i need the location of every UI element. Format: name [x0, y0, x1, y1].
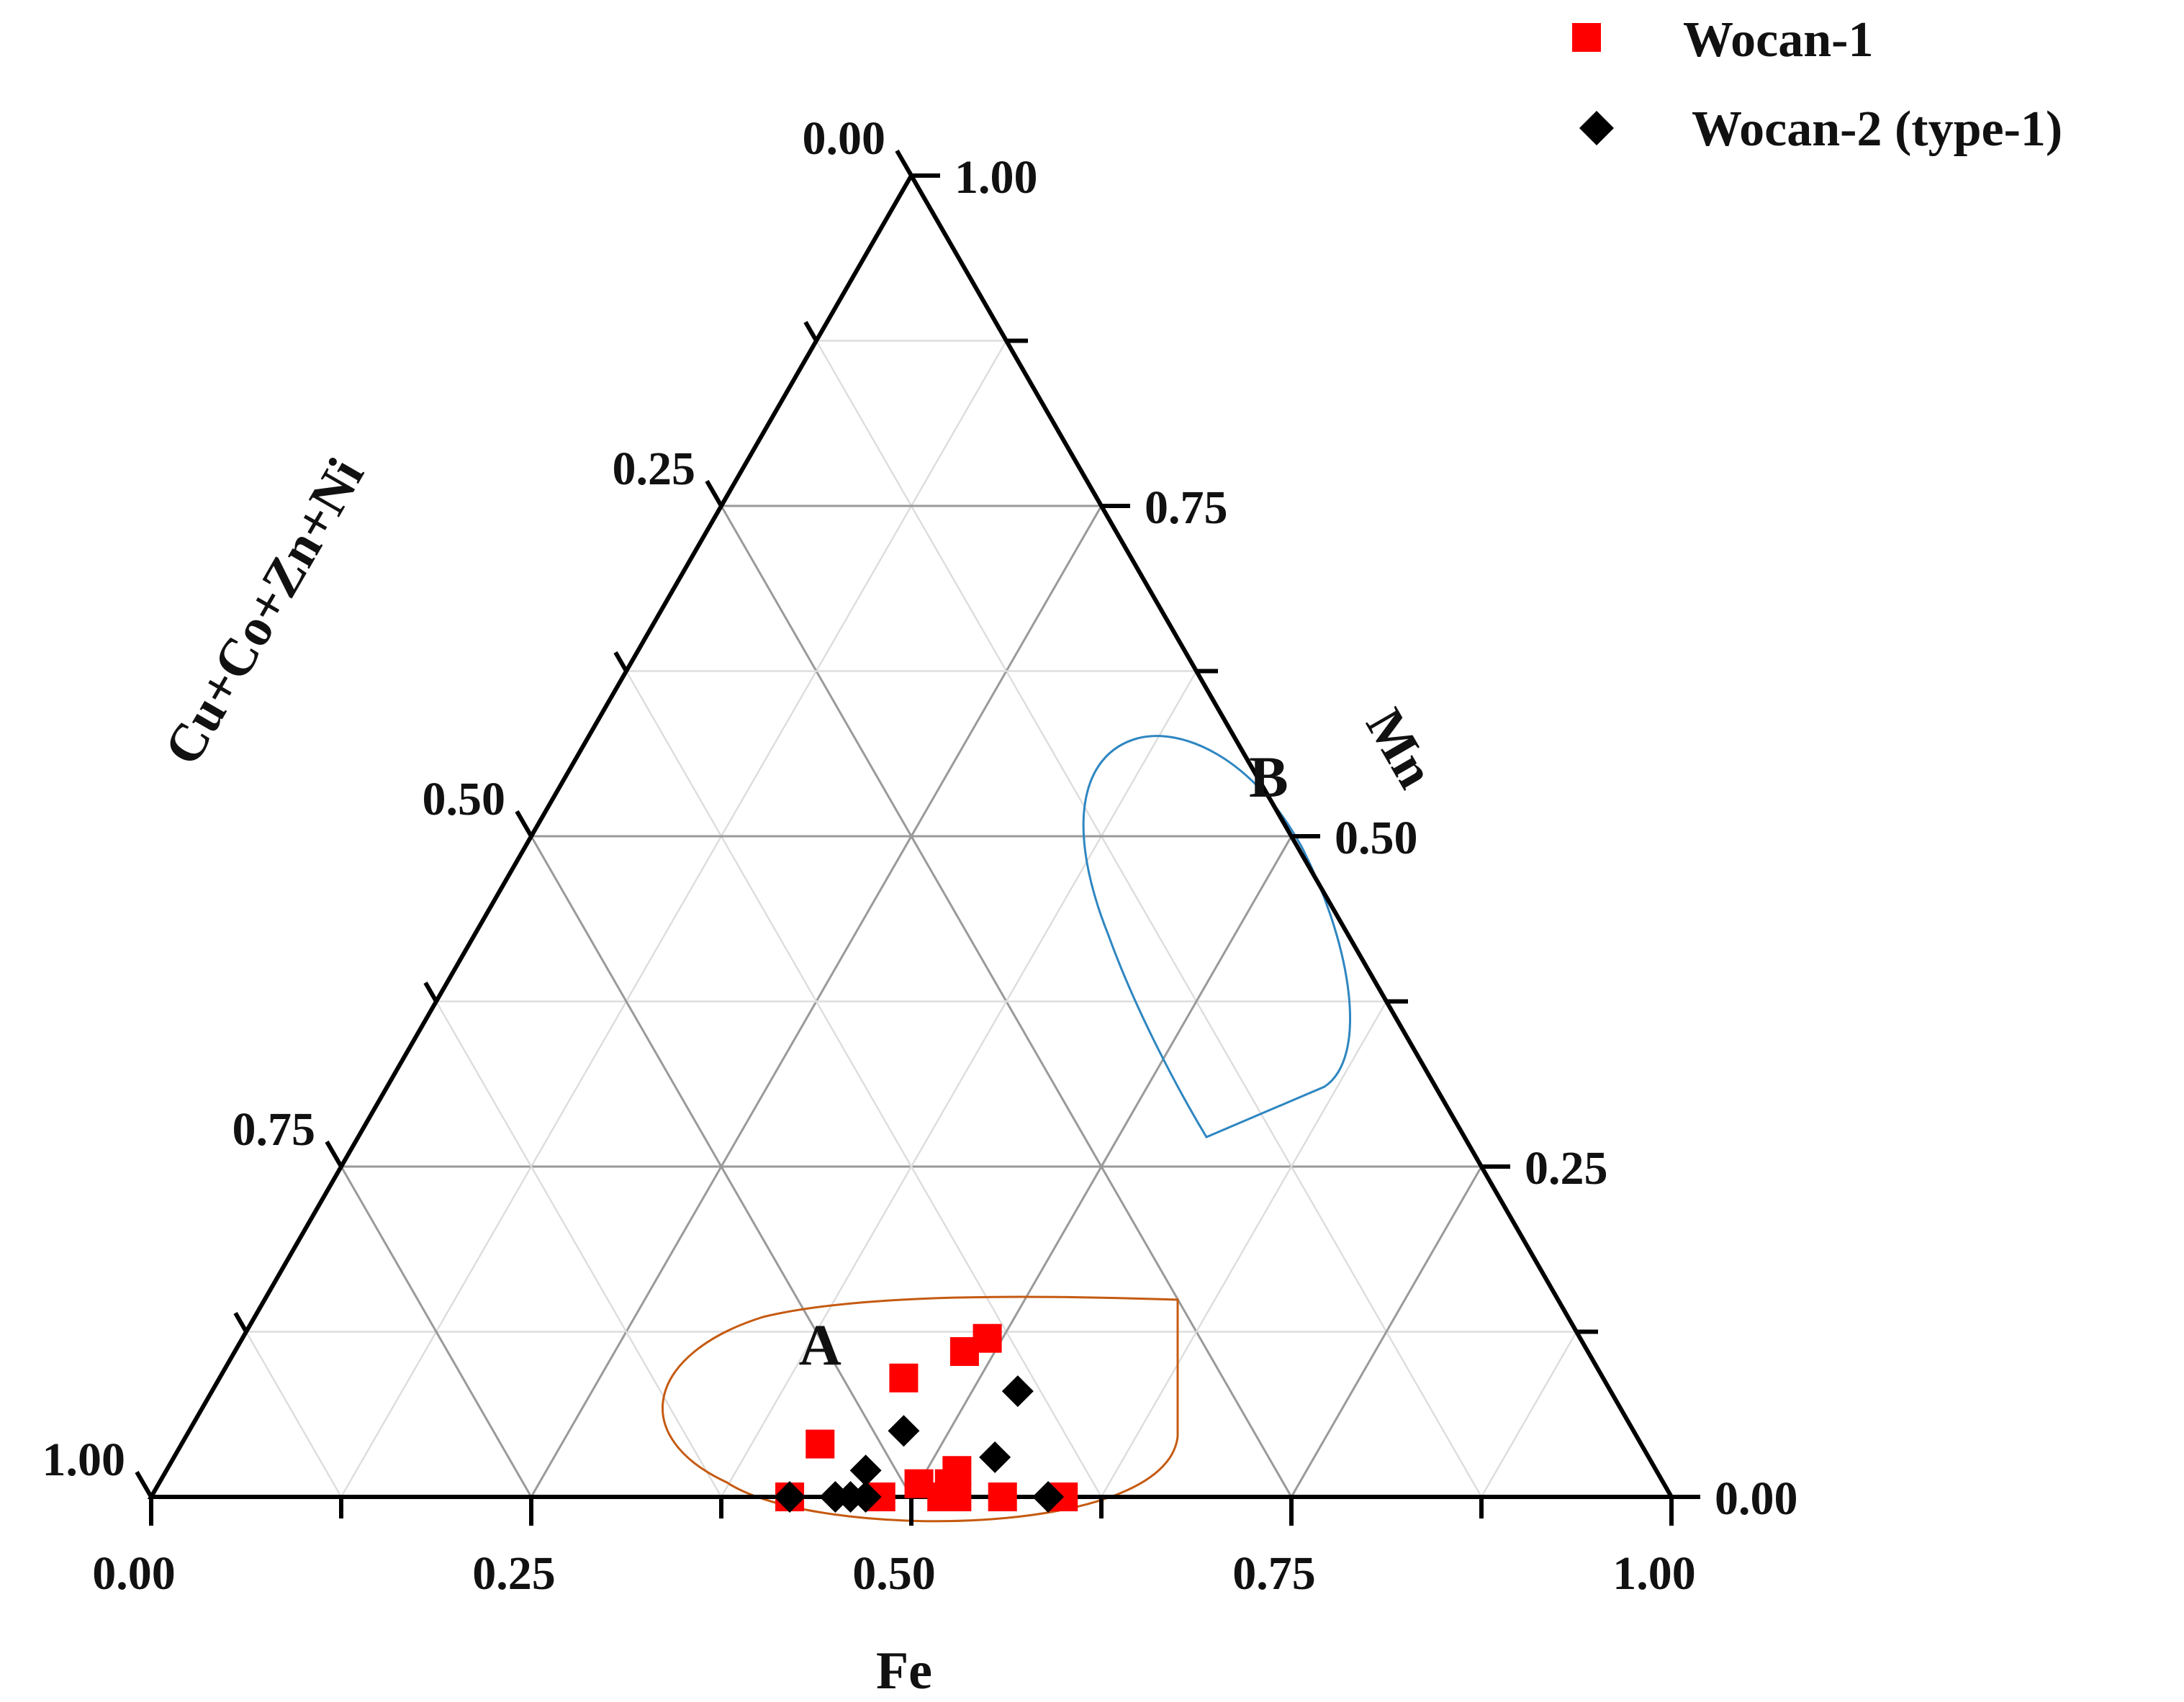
axis-title-fe: Fe — [876, 1642, 932, 1701]
tick-label-mn: 0.75 — [1145, 481, 1228, 534]
tick-label-cu: 0.00 — [803, 112, 886, 165]
legend-marker-wocan-1 — [1572, 23, 1601, 52]
tick-cu — [515, 810, 533, 838]
tick-cu — [705, 479, 723, 507]
tick-label-fe: 0.25 — [472, 1547, 556, 1600]
axis-title-cu-co-zn-ni: Cu+Co+Zn+Ni — [153, 448, 376, 774]
grid-line — [1100, 1000, 1388, 1498]
tick-cu — [423, 982, 438, 1003]
tick-label-fe: 0.00 — [92, 1547, 176, 1600]
legend-label-wocan-1: Wocan-1 — [1683, 12, 1873, 68]
tick-marks — [135, 149, 1700, 1526]
tick-label-cu: 0.25 — [613, 443, 696, 495]
tick-labels: 0.00 0.25 0.50 0.75 1.00 0.00 0.25 0.50 0.75 1.00… — [42, 112, 1798, 1600]
tick-cu — [895, 149, 913, 177]
region-b-label: B — [1249, 744, 1289, 810]
grid-line — [720, 670, 1198, 1498]
wocan-1-point — [806, 1429, 835, 1459]
tick-cu — [325, 1140, 343, 1168]
wocan-2-point — [979, 1441, 1011, 1473]
tick-label-mn: 0.00 — [1715, 1472, 1798, 1525]
tick-label-cu: 0.75 — [233, 1103, 316, 1156]
wocan-2-point — [849, 1454, 882, 1487]
tick-label-fe: 0.75 — [1232, 1547, 1316, 1600]
wocan-2-point — [1032, 1481, 1065, 1513]
regions — [662, 735, 1352, 1523]
grid-line — [1290, 1166, 1483, 1498]
tick-label-mn: 0.25 — [1525, 1142, 1608, 1195]
wocan-1-point — [904, 1469, 934, 1498]
grid-line — [340, 1166, 533, 1498]
tick-cu — [135, 1470, 153, 1498]
grid-line — [245, 1331, 343, 1498]
legend-marker-wocan-2 — [1579, 111, 1614, 145]
axis-title-mn: Mn — [1355, 699, 1446, 797]
region-a-outline — [662, 1295, 1179, 1523]
wocan-2-point — [1001, 1375, 1034, 1408]
tick-cu — [613, 651, 628, 673]
tick-label-fe: 0.50 — [852, 1547, 936, 1600]
tick-label-fe: 1.00 — [1612, 1547, 1696, 1600]
tick-label-mn: 1.00 — [955, 151, 1038, 204]
grid-line — [1480, 1331, 1578, 1498]
grid-line — [340, 340, 1008, 1498]
wocan-1-point — [973, 1323, 1002, 1353]
tick-label-cu: 1.00 — [42, 1434, 126, 1486]
wocan-2-point — [849, 1481, 882, 1513]
grid-line — [815, 340, 1483, 1498]
grid-line — [625, 670, 1103, 1498]
region-a-label: A — [799, 1312, 841, 1377]
region-b-outline — [1082, 735, 1352, 1139]
wocan-2-point — [888, 1415, 920, 1447]
tick-cu — [803, 321, 818, 343]
tick-cu — [233, 1312, 248, 1334]
wocan-2-point — [774, 1481, 806, 1513]
data-points — [774, 1323, 1078, 1513]
tick-label-cu: 0.50 — [423, 773, 506, 825]
wocan-1-point — [988, 1483, 1017, 1511]
grid-line — [910, 836, 1293, 1498]
grid-line — [530, 836, 913, 1498]
wocan-1-point — [889, 1363, 919, 1393]
wocan-1-point — [942, 1456, 972, 1485]
grid-lines — [245, 340, 1578, 1498]
grid-line — [435, 1000, 723, 1498]
legend: Wocan-1 Wocan-2 (type-1) — [1572, 12, 2062, 157]
legend-label-wocan-2: Wocan-2 (type-1) — [1692, 101, 2062, 157]
tick-label-mn: 0.50 — [1335, 812, 1418, 864]
